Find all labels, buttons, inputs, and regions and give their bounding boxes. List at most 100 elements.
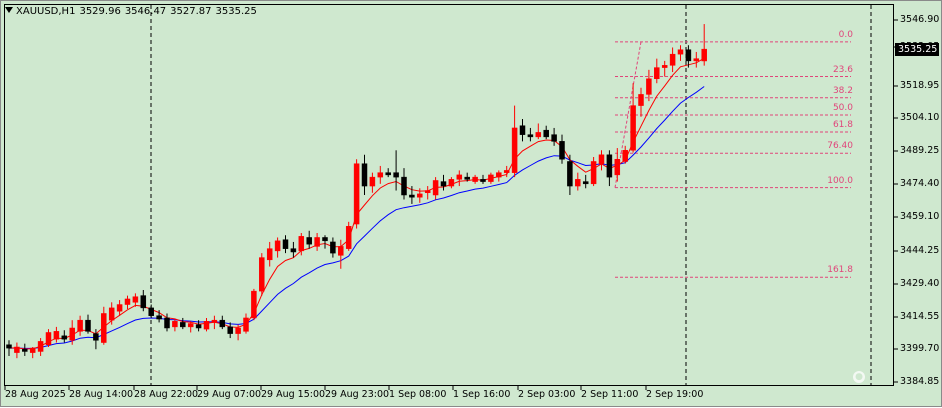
candle-body [693,58,700,62]
symbol-label: XAUUSD,H1 [16,6,76,17]
candle-body [393,172,399,178]
time-tick-label: 1 Sep 16:00 [453,389,511,400]
candle-body [298,236,305,252]
candle-body [148,307,154,316]
watermark: ● [853,369,868,383]
time-tick-label: 29 Aug 15:00 [261,389,326,400]
candle-body [472,176,478,182]
candle-body [480,179,486,182]
candle-body [140,295,147,309]
fibonacci-level-label: 23.6 [832,64,853,75]
candle-body [685,49,692,62]
candle-body [606,154,613,178]
price-tick-label: 3518.95 [900,80,940,91]
watermark-logo-icon: ● [853,371,865,383]
candle-body [53,331,60,340]
candle-body [646,78,652,95]
candle-body [448,179,455,187]
time-tick-label: 29 Aug 07:00 [197,389,262,400]
candle-body [488,174,494,182]
fibonacci-level-label: 38.2 [832,85,853,96]
candle-body [464,176,470,180]
price-tick-label: 3504.10 [900,112,940,123]
price-tick-label: 3429.40 [900,278,940,289]
candle-body [282,239,289,249]
candle-body [338,246,344,256]
candle-body [417,193,423,198]
fibonacci-level-label: 61.8 [832,119,853,130]
high-value: 3546.47 [124,6,167,17]
candle-body [314,237,320,247]
candle-body [598,154,605,164]
candle-body [369,176,376,187]
candle-body [22,348,28,352]
candle-body [432,180,439,196]
price-tick-label: 3489.25 [900,145,940,156]
candle-body [85,319,91,332]
candle-body [330,241,336,254]
candle-body [614,158,621,176]
candle-body [527,134,534,138]
price-tick-label: 3474.40 [900,178,940,189]
candle-body [290,248,297,253]
candle-body [61,335,68,340]
candle-body [211,319,218,323]
candle-body [219,319,226,328]
candle-body [353,163,360,225]
candle-body [172,321,178,328]
fibonacci-level-label: 50.0 [832,102,853,113]
price-tick-label: 3444.25 [900,245,940,256]
candle-body [409,194,415,198]
time-tick-label: 2 Sep 03:00 [518,389,576,400]
close-value: 3535.25 [215,6,257,17]
candle-body [456,174,463,180]
price-tick-label: 3414.55 [900,311,940,322]
candle-body [669,53,676,66]
candle-body [274,240,281,252]
price-tick-label: 3384.85 [900,376,940,387]
candle-body [6,344,12,349]
candle-body [543,129,549,138]
candle-body [132,296,139,303]
candle-body [377,172,384,178]
dropdown-triangle-icon[interactable] [5,7,13,13]
moving-average-slow-line [8,86,705,349]
time-tick-label: 28 Aug 14:00 [69,389,134,400]
candle-body [519,125,526,135]
fibonacci-level-label: 161.8 [827,265,853,276]
candle-body [567,161,573,187]
candle-body [259,257,265,292]
candle-body [29,347,36,353]
candle-body [227,326,233,334]
price-tick-label: 3546.90 [900,14,940,25]
candle-body [677,49,684,55]
candle-body [535,132,542,138]
candle-body [582,181,589,185]
price-tick-label: 3459.10 [900,211,940,222]
candle-body [661,65,668,68]
fibonacci-level-label: 76.40 [827,141,853,152]
candle-body [101,313,107,343]
candle-body [45,332,52,346]
candle-body [235,327,241,334]
candle-body [243,317,249,332]
time-tick-label: 29 Aug 23:00 [325,389,390,400]
time-tick-label: 1 Sep 08:00 [389,389,447,400]
candle-body [503,170,510,173]
candle-body [638,94,644,106]
candle-body [108,307,115,321]
time-tick-label: 28 Aug 2025 [5,389,66,400]
low-value: 3527.87 [170,6,212,17]
candle-body [195,324,202,329]
candle-body [424,190,431,194]
price-tick-label: 3399.70 [900,343,940,354]
time-tick-label: 2 Sep 19:00 [646,389,704,400]
candle-body [164,317,170,329]
fibonacci-level-label: 100.0 [827,175,853,186]
candle-body [551,134,557,142]
plot-area[interactable] [4,4,894,386]
candle-body [306,237,312,245]
time-tick-label: 28 Aug 22:00 [134,389,199,400]
